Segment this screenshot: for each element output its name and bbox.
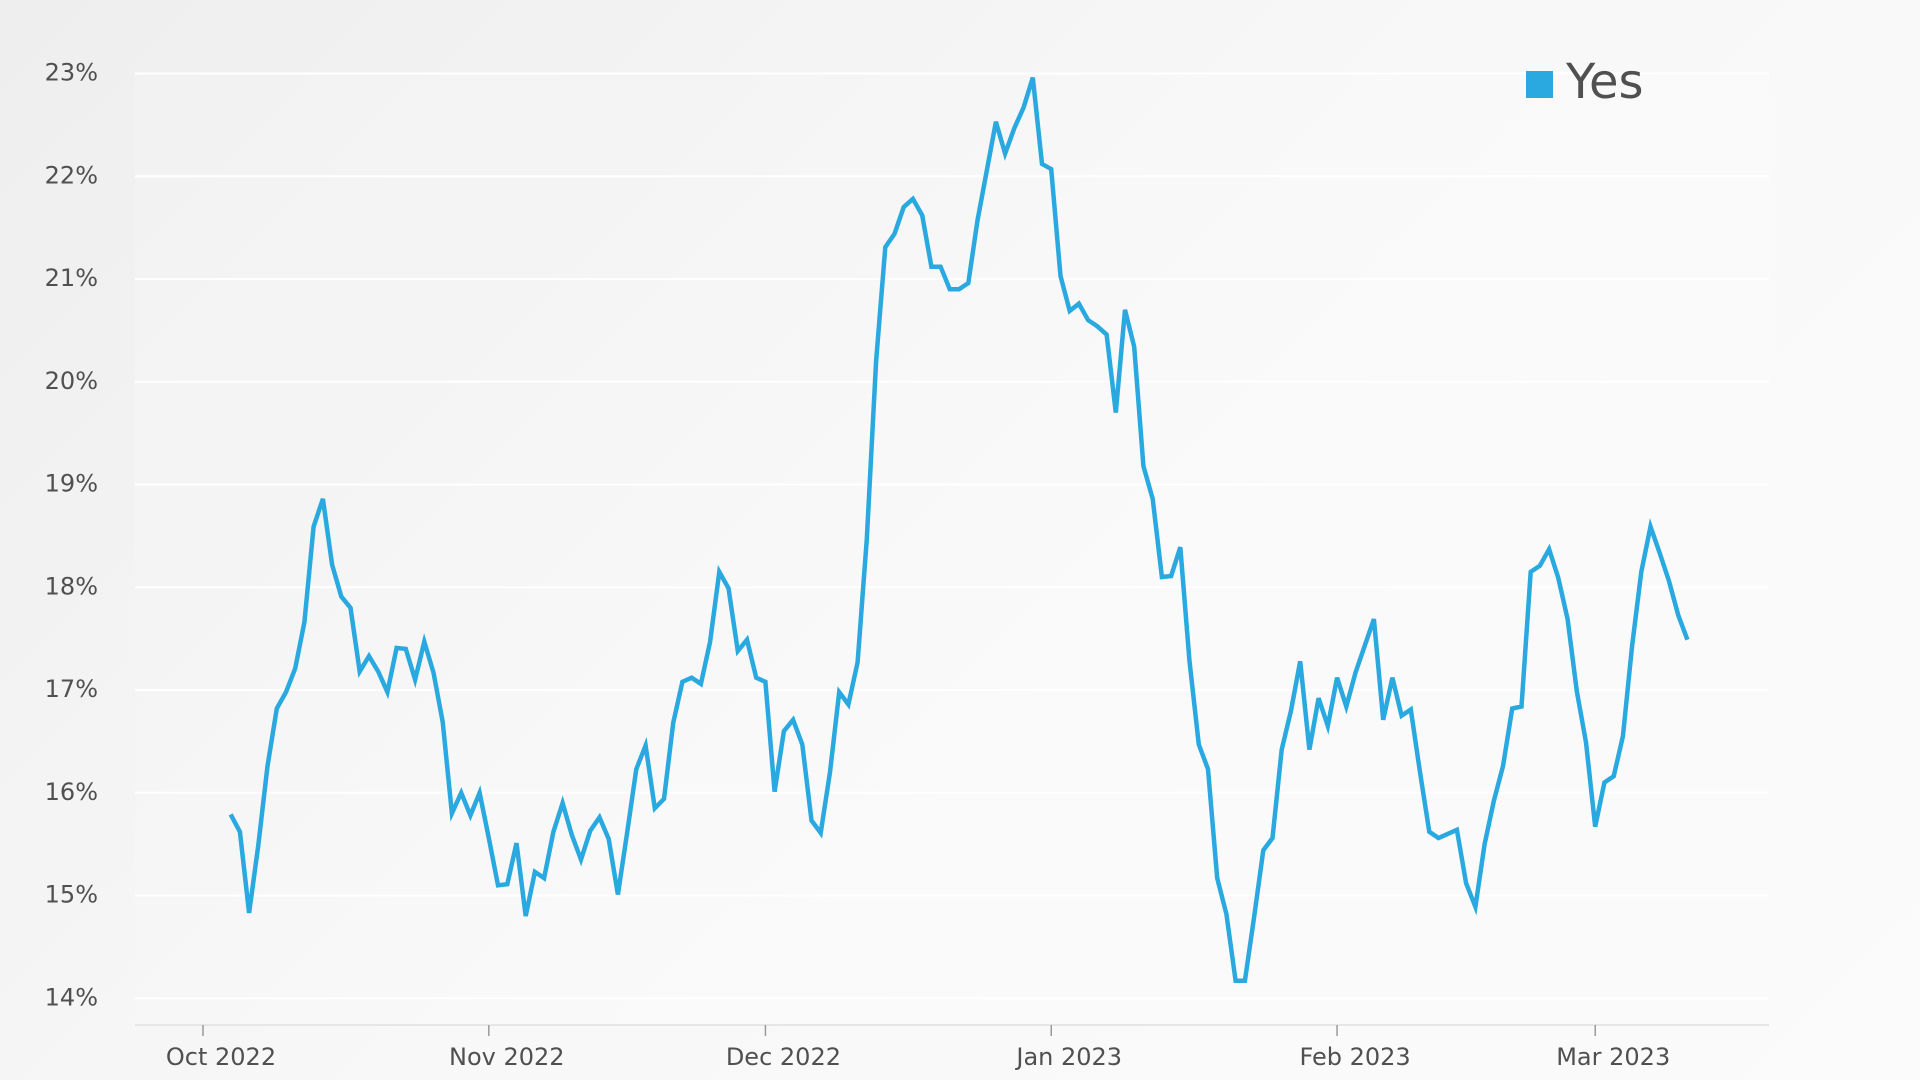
- x-tick-label: Feb 2023: [1299, 1043, 1410, 1071]
- y-tick-label: 21%: [45, 264, 98, 292]
- line-series: [228, 76, 1690, 984]
- legend-label: Yes: [1565, 54, 1643, 110]
- y-tick-label: 16%: [45, 778, 98, 806]
- x-tick-label: Nov 2022: [449, 1043, 565, 1071]
- y-tick-label: 17%: [45, 675, 98, 703]
- y-tick-label: 20%: [45, 367, 98, 395]
- legend-swatch: [1526, 71, 1553, 98]
- y-tick-label: 22%: [45, 161, 98, 189]
- x-tick-label: Mar 2023: [1556, 1043, 1670, 1071]
- y-tick-label: 14%: [45, 983, 98, 1011]
- plot-area: [135, 73, 1769, 1025]
- x-tick-label: Dec 2022: [726, 1043, 841, 1071]
- y-tick-label: 18%: [45, 572, 98, 600]
- y-tick-label: 23%: [45, 59, 98, 87]
- y-tick-label: 19%: [45, 470, 98, 498]
- x-tick-label: Oct 2022: [166, 1043, 276, 1071]
- x-tick-label: Jan 2023: [1014, 1043, 1122, 1071]
- y-tick-label: 15%: [45, 881, 98, 909]
